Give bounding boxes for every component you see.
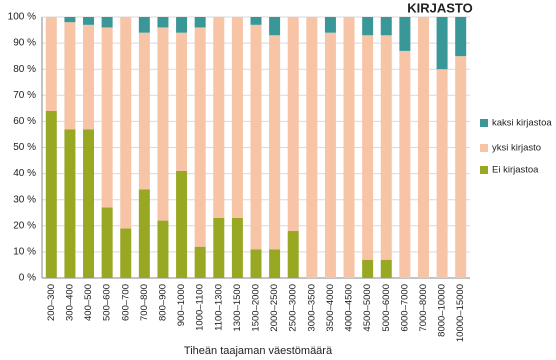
x-tick-label: 500–600 [102, 284, 113, 321]
bar-segment [213, 217, 225, 278]
bar-segment [120, 17, 132, 229]
bar-segment [231, 17, 243, 218]
bar-segment [362, 17, 374, 36]
x-tick-label: 1000–1100 [195, 284, 206, 331]
bar-segment [324, 17, 336, 33]
bar-segment [64, 129, 76, 278]
bar-segment [83, 17, 95, 25]
x-tick-label: 7000–8000 [418, 284, 429, 332]
bar-segment [194, 27, 206, 247]
x-tick-label: 1300–1500 [232, 284, 243, 332]
bar-segment [399, 50, 411, 279]
bar-segment [343, 17, 355, 278]
x-tick-label: 900–1000 [176, 284, 187, 326]
bar-segment [101, 17, 113, 28]
x-tick-label: 1500–2000 [251, 284, 262, 332]
bar-segment [455, 56, 467, 279]
bar-segment [250, 24, 262, 250]
x-tick-label: 6000–7000 [399, 284, 410, 332]
bar-segment [83, 24, 95, 130]
y-tick-label: 40 % [13, 168, 36, 179]
bar-segment [157, 220, 169, 278]
bar-segment [436, 17, 448, 70]
bar-segment [194, 17, 206, 28]
y-tick-label: 100 % [8, 12, 36, 23]
bar-segment [287, 17, 299, 232]
bar-segment [45, 17, 57, 111]
x-tick-label: 600–700 [120, 284, 131, 321]
x-tick-label: 800–900 [157, 284, 168, 321]
bar-segment [380, 17, 392, 36]
bar-segment [306, 17, 318, 278]
x-axis-title: Tiheän taajaman väestömäärä [184, 345, 333, 357]
y-tick-label: 30 % [13, 194, 36, 205]
legend-swatch [480, 119, 488, 127]
bar-segment [138, 17, 150, 33]
bar-segment [362, 35, 374, 260]
x-tick-label: 10000–15000 [455, 284, 466, 342]
y-tick-label: 80 % [13, 64, 36, 75]
bar-segment [101, 207, 113, 278]
bar-segment [157, 27, 169, 221]
x-tick-label: 3000–3500 [306, 284, 317, 332]
y-tick-label: 20 % [13, 220, 36, 231]
bar-segment [157, 17, 169, 28]
bar-segment [176, 17, 188, 33]
x-tick-label: 300–400 [64, 284, 75, 321]
x-tick-label: 2500–3000 [288, 284, 299, 332]
legend-label: yksi kirjasto [492, 143, 541, 154]
x-tick-label: 8000–10000 [437, 284, 448, 337]
x-tick-label: 700–800 [139, 284, 150, 321]
chart-title: KIRJASTO [407, 0, 473, 15]
x-tick-label: 1100–1300 [213, 284, 224, 331]
y-tick-label: 50 % [13, 142, 36, 153]
bar-segment [399, 17, 411, 51]
x-tick-label: 2000–2500 [269, 284, 280, 332]
x-tick-label: 4500–5000 [362, 284, 373, 332]
y-tick-label: 0 % [19, 273, 36, 284]
x-tick-label: 400–500 [83, 284, 94, 321]
bar-segment [269, 249, 281, 278]
bar-segment [436, 69, 448, 278]
bar-segment [380, 259, 392, 278]
x-tick-label: 5000–6000 [381, 284, 392, 332]
legend-label: kaksi kirjastoa [492, 118, 552, 129]
x-tick-label: 3500–4000 [325, 284, 336, 332]
y-tick-label: 60 % [13, 116, 36, 127]
bar-segment [83, 129, 95, 278]
bar-segment [64, 17, 76, 23]
bar-segment [64, 22, 76, 130]
bar-segment [231, 217, 243, 278]
bar-segment [269, 35, 281, 250]
bar-segment [250, 249, 262, 278]
bar-segment [101, 27, 113, 208]
bar-segment [455, 17, 467, 57]
bar-segment [324, 32, 336, 278]
y-tick-label: 10 % [13, 247, 36, 258]
bar-segment [176, 170, 188, 278]
bar-segment [213, 17, 225, 218]
bar-segment [417, 17, 429, 278]
bar-segment [138, 32, 150, 190]
y-tick-label: 90 % [13, 38, 36, 49]
bar-segment [250, 17, 262, 25]
bar-segment [287, 231, 299, 278]
bar-segment [380, 35, 392, 260]
bar-segment [120, 228, 132, 278]
bar-segment [45, 110, 57, 279]
bar-segment [138, 189, 150, 278]
y-tick-label: 70 % [13, 90, 36, 101]
legend-swatch [480, 166, 488, 174]
bar-segment [194, 246, 206, 278]
legend-label: Ei kirjastoa [492, 165, 539, 176]
x-tick-label: 200–300 [46, 284, 57, 321]
bar-segment [176, 32, 188, 171]
legend-swatch [480, 144, 488, 152]
x-tick-label: 4000–4500 [344, 284, 355, 332]
bar-segment [362, 259, 374, 278]
bar-segment [269, 17, 281, 36]
